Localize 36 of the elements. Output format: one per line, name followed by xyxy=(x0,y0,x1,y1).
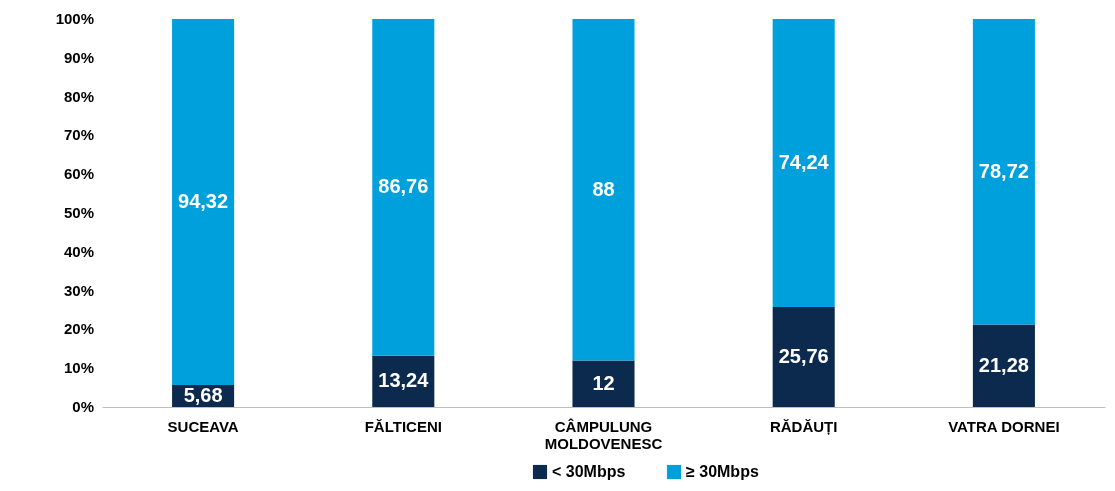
legend-label: ≥ 30Mbps xyxy=(686,463,759,480)
data-label: 12 xyxy=(592,371,615,394)
data-label: 94,32 xyxy=(178,189,229,212)
data-label: 21,28 xyxy=(978,353,1029,376)
y-tick-label: 100% xyxy=(55,10,94,27)
y-tick-label: 70% xyxy=(63,126,94,144)
bar xyxy=(372,19,435,356)
bar xyxy=(772,19,835,308)
data-label: 13,24 xyxy=(378,369,430,392)
bar xyxy=(972,19,1035,325)
x-tick-label: FĂLTICENI xyxy=(364,417,442,435)
data-label: 5,68 xyxy=(183,383,223,406)
y-tick-label: 40% xyxy=(63,242,94,260)
data-label: 74,24 xyxy=(778,151,830,174)
y-tick-label: 0% xyxy=(72,398,94,415)
bar xyxy=(572,360,635,407)
bar xyxy=(772,307,835,407)
bar xyxy=(572,19,635,361)
data-label: 25,76 xyxy=(778,345,829,368)
legend-label: < 30Mbps xyxy=(552,463,626,480)
y-tick-label: 20% xyxy=(63,320,94,338)
data-label: 78,72 xyxy=(978,159,1029,182)
data-label: 88 xyxy=(592,177,615,200)
y-tick-label: 60% xyxy=(63,165,94,183)
y-tick-label: 50% xyxy=(63,204,94,221)
y-tick-label: 80% xyxy=(63,87,94,105)
y-tick-label: 90% xyxy=(63,48,94,66)
y-tick-label: 30% xyxy=(63,281,94,299)
x-tick-label: VATRA DORNEI xyxy=(948,417,1060,435)
bar xyxy=(172,19,235,385)
y-tick-label: 10% xyxy=(63,359,94,377)
x-tick-label: CÂMPULUNG MOLDOVENESC xyxy=(544,417,663,452)
x-tick-label: SUCEAVA xyxy=(167,417,239,435)
data-label: 86,76 xyxy=(378,175,429,198)
x-tick-label: RĂDĂUȚI xyxy=(769,417,838,435)
bar xyxy=(972,324,1035,407)
